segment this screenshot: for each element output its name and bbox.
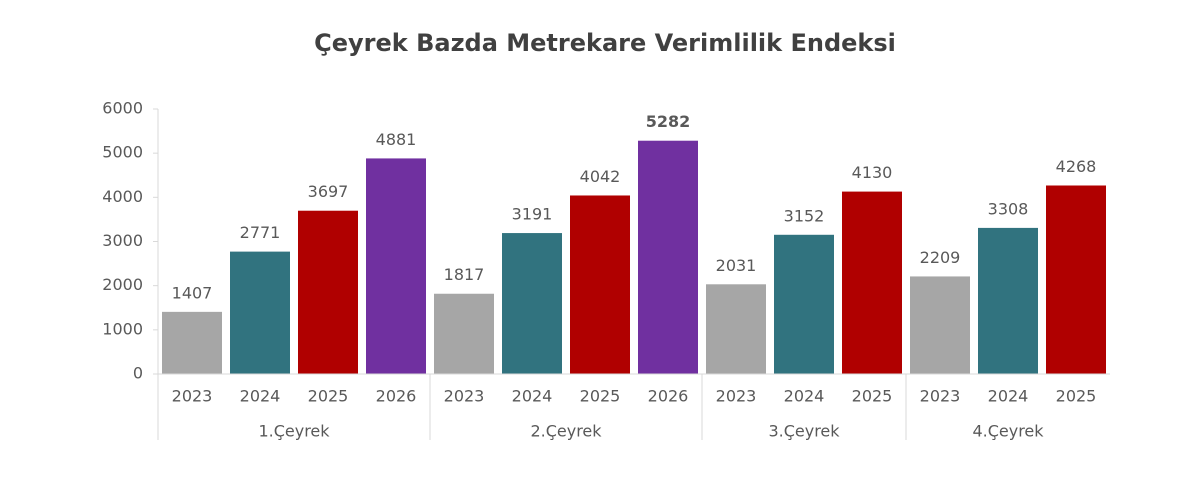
value-label: 1817 <box>444 265 485 284</box>
x-tick-label: 2023 <box>172 387 213 406</box>
value-label: 4042 <box>580 167 621 186</box>
x-tick-label: 2025 <box>308 387 349 406</box>
bar <box>366 158 426 374</box>
x-tick-label: 2024 <box>512 387 553 406</box>
group-label: 2.Çeyrek <box>530 422 602 441</box>
value-label: 2771 <box>240 223 281 242</box>
value-label: 4130 <box>852 163 893 182</box>
x-tick-label: 2023 <box>920 387 961 406</box>
chart-title: Çeyrek Bazda Metrekare Verimlilik Endeks… <box>314 29 896 57</box>
y-tick-label: 4000 <box>102 187 143 206</box>
value-label: 3308 <box>988 199 1029 218</box>
x-tick-label: 2024 <box>240 387 281 406</box>
bar <box>774 234 834 374</box>
value-label: 4881 <box>376 130 417 149</box>
x-tick-label: 2024 <box>784 387 825 406</box>
bar <box>570 195 630 374</box>
x-tick-label: 2025 <box>852 387 893 406</box>
x-tick-label: 2026 <box>376 387 417 406</box>
group-label: 4.Çeyrek <box>972 422 1044 441</box>
value-label: 3697 <box>308 182 349 201</box>
value-label: 5282 <box>646 112 691 131</box>
y-tick-label: 2000 <box>102 275 143 294</box>
x-tick-label: 2023 <box>716 387 757 406</box>
bar <box>638 140 698 374</box>
y-tick-label: 3000 <box>102 231 143 250</box>
y-tick-label: 0 <box>133 364 143 383</box>
x-tick-label: 2024 <box>988 387 1029 406</box>
bar <box>706 284 766 374</box>
bar <box>162 311 222 374</box>
bar <box>230 251 290 374</box>
value-label: 3152 <box>784 206 825 225</box>
value-label: 3191 <box>512 205 553 224</box>
x-tick-label: 2025 <box>1056 387 1097 406</box>
value-label: 2031 <box>716 256 757 275</box>
value-label: 2209 <box>920 248 961 267</box>
value-label: 1407 <box>172 283 213 302</box>
y-tick-label: 5000 <box>102 143 143 162</box>
bar <box>910 276 970 374</box>
bar <box>502 233 562 374</box>
value-label: 4268 <box>1056 157 1097 176</box>
bar <box>1046 185 1106 374</box>
bar <box>978 227 1038 374</box>
group-label: 1.Çeyrek <box>258 422 330 441</box>
bar <box>842 191 902 374</box>
group-label: 3.Çeyrek <box>768 422 840 441</box>
y-tick-label: 6000 <box>102 99 143 118</box>
y-tick-label: 1000 <box>102 319 143 338</box>
bar <box>298 210 358 374</box>
x-tick-label: 2023 <box>444 387 485 406</box>
bar <box>434 293 494 374</box>
x-tick-label: 2026 <box>648 387 689 406</box>
x-tick-label: 2025 <box>580 387 621 406</box>
